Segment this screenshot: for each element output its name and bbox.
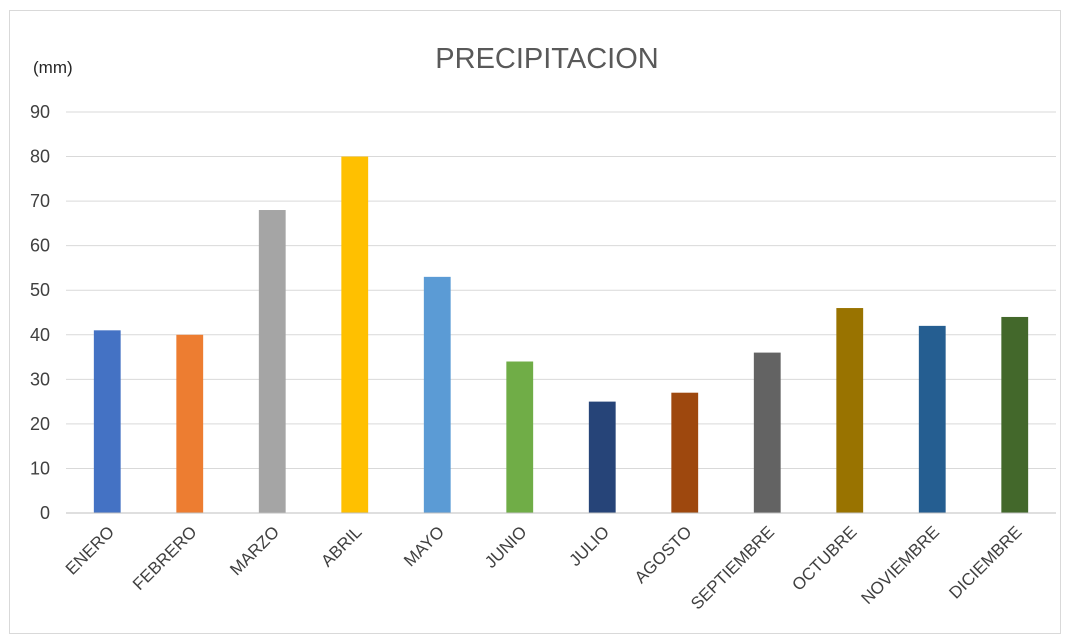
y-tick-label: 20 bbox=[30, 414, 50, 434]
x-category-label: JUNIO bbox=[481, 522, 530, 571]
x-category-label: ABRIL bbox=[317, 522, 365, 570]
bar-marzo bbox=[258, 210, 286, 513]
y-axis-label: (mm) bbox=[33, 58, 73, 77]
y-axis-ticks: 0 10 20 30 40 50 60 70 80 90 bbox=[30, 102, 50, 523]
chart-frame: PRECIPITACION (mm) 0 10 20 30 40 50 60 70 80 90 E… bbox=[9, 10, 1061, 634]
chart-title: PRECIPITACION bbox=[435, 43, 658, 75]
x-category-label: OCTUBRE bbox=[788, 522, 860, 594]
y-tick-label: 0 bbox=[40, 503, 50, 523]
bar-enero bbox=[93, 330, 121, 513]
y-tick-label: 40 bbox=[30, 325, 50, 345]
x-category-label: AGOSTO bbox=[631, 522, 696, 587]
x-axis-categories: ENERO FEBRERO MARZO ABRIL MAYO JUNIO JULIO AGOS… bbox=[62, 522, 1026, 613]
y-tick-label: 90 bbox=[30, 102, 50, 122]
bar-agosto bbox=[671, 392, 699, 513]
x-category-label: ENERO bbox=[62, 522, 118, 578]
y-tick-label: 30 bbox=[30, 369, 50, 389]
bar-febrero bbox=[176, 334, 204, 513]
bar-octubre bbox=[836, 308, 864, 513]
x-category-label: MARZO bbox=[226, 522, 283, 579]
x-category-label: FEBRERO bbox=[129, 522, 201, 594]
bar-julio bbox=[588, 401, 616, 513]
y-tick-label: 60 bbox=[30, 236, 50, 256]
gridlines bbox=[66, 111, 1056, 469]
x-category-label: DICIEMBRE bbox=[945, 522, 1025, 602]
bar-abril bbox=[341, 156, 369, 514]
bar-mayo bbox=[423, 276, 451, 513]
bars bbox=[93, 156, 1029, 514]
y-tick-label: 10 bbox=[30, 458, 50, 478]
bar-noviembre bbox=[918, 325, 946, 513]
precipitation-bar-chart: PRECIPITACION (mm) 0 10 20 30 40 50 60 70 80 90 E… bbox=[30, 43, 1056, 613]
x-category-label: MAYO bbox=[400, 522, 448, 570]
bar-junio bbox=[506, 361, 534, 513]
y-tick-label: 80 bbox=[30, 147, 50, 167]
x-category-label: SEPTIEMBRE bbox=[687, 522, 778, 613]
x-category-label: NOVIEMBRE bbox=[857, 522, 943, 608]
y-tick-label: 50 bbox=[30, 280, 50, 300]
x-category-label: JULIO bbox=[566, 522, 614, 570]
bar-diciembre bbox=[1001, 316, 1029, 513]
bar-septiembre bbox=[753, 352, 781, 513]
y-tick-label: 70 bbox=[30, 191, 50, 211]
